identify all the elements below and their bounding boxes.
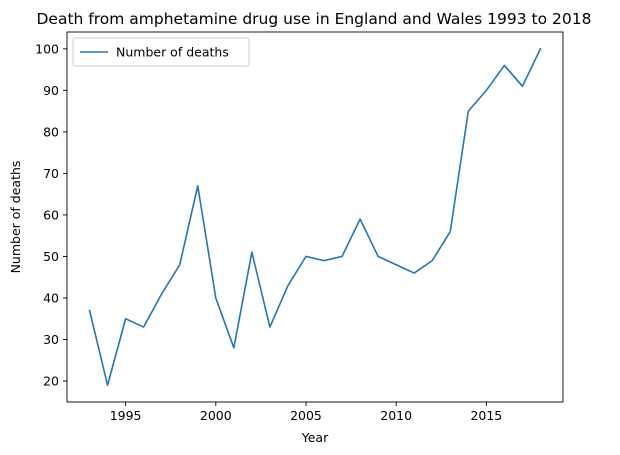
y-tick-label: 70 <box>43 166 59 181</box>
x-tick-label: 1995 <box>110 408 142 423</box>
y-tick-label: 40 <box>43 290 59 305</box>
legend: Number of deaths <box>72 37 250 67</box>
x-axis: 1995 2000 2005 2010 2015 <box>110 402 502 423</box>
y-tick-label: 50 <box>43 249 59 264</box>
y-tick-label: 60 <box>43 207 59 222</box>
series-line <box>88 47 542 386</box>
x-tick-label: 2005 <box>290 408 322 423</box>
x-tick-label: 2000 <box>200 408 232 423</box>
legend-box <box>72 37 250 67</box>
y-tick-label: 100 <box>35 41 59 56</box>
y-tick-label: 30 <box>43 332 59 347</box>
y-tick-label: 80 <box>43 124 59 139</box>
plot-frame <box>66 31 564 403</box>
x-tick-label: 2015 <box>470 408 502 423</box>
plot-area <box>67 32 563 402</box>
y-axis-label: Number of deaths <box>8 161 23 274</box>
chart-title: Death from amphetamine drug use in Engla… <box>36 10 591 28</box>
x-axis-label: Year <box>301 430 329 445</box>
y-tick-label: 20 <box>43 374 59 389</box>
y-tick-label: 90 <box>43 83 59 98</box>
x-tick-label: 2010 <box>380 408 412 423</box>
y-axis: 20 30 40 50 60 70 80 90 100 <box>35 41 67 389</box>
legend-label: Number of deaths <box>116 45 229 60</box>
